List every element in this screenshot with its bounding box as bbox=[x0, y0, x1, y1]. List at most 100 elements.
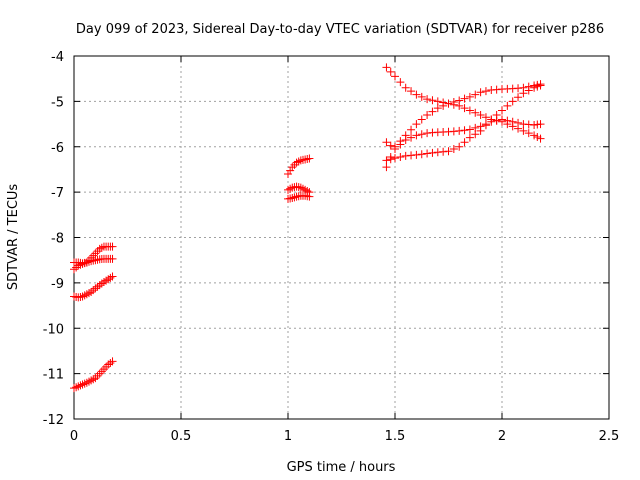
y-axis-label: SDTVAR / TECUs bbox=[6, 184, 21, 291]
data-point bbox=[476, 126, 485, 135]
x-tick-label: 0.5 bbox=[171, 429, 192, 444]
x-axis-label: GPS time / hours bbox=[287, 460, 396, 475]
data-point bbox=[423, 110, 432, 119]
data-point bbox=[108, 357, 117, 366]
data-point bbox=[382, 163, 391, 172]
data-point bbox=[108, 272, 117, 281]
data-point bbox=[84, 377, 93, 386]
data-point bbox=[444, 99, 453, 108]
data-point bbox=[74, 382, 83, 391]
data-point bbox=[519, 126, 528, 135]
data-point bbox=[524, 86, 533, 95]
data-point bbox=[292, 158, 301, 167]
data-point bbox=[412, 131, 421, 140]
data-point bbox=[391, 145, 399, 154]
data-point bbox=[455, 126, 464, 135]
data-point bbox=[465, 92, 474, 101]
data-point bbox=[460, 104, 469, 113]
data-point bbox=[99, 277, 108, 286]
data-point bbox=[87, 376, 96, 385]
data-point bbox=[417, 92, 426, 101]
data-point bbox=[305, 154, 314, 163]
data-point bbox=[93, 247, 102, 256]
data-point bbox=[481, 121, 490, 130]
data-point bbox=[533, 82, 542, 91]
x-tick-label: 2 bbox=[498, 429, 506, 444]
data-point bbox=[84, 289, 93, 298]
data-point bbox=[536, 81, 545, 90]
data-track-11 bbox=[382, 81, 545, 165]
data-point bbox=[423, 149, 432, 158]
data-point bbox=[95, 369, 104, 378]
data-point bbox=[514, 118, 523, 127]
data-point bbox=[80, 291, 89, 300]
data-track-3 bbox=[70, 272, 117, 302]
data-point bbox=[284, 185, 292, 194]
data-point bbox=[298, 184, 307, 193]
data-point bbox=[284, 169, 292, 178]
data-track-10 bbox=[382, 115, 545, 154]
data-point bbox=[99, 365, 108, 374]
data-point bbox=[82, 378, 91, 387]
data-point bbox=[465, 125, 474, 134]
data-point bbox=[530, 131, 539, 140]
data-point bbox=[80, 379, 89, 388]
data-point bbox=[503, 116, 512, 125]
data-point bbox=[524, 129, 533, 138]
data-track-4 bbox=[70, 357, 117, 393]
y-tick-label: -6 bbox=[51, 141, 64, 156]
data-point bbox=[503, 101, 512, 110]
data-point bbox=[70, 265, 78, 274]
data-point bbox=[396, 152, 405, 161]
data-point bbox=[382, 63, 391, 72]
data-point bbox=[70, 384, 78, 393]
data-point bbox=[508, 97, 517, 106]
data-point bbox=[407, 133, 416, 142]
data-point bbox=[407, 87, 416, 96]
data-point bbox=[288, 163, 297, 172]
data-point bbox=[91, 249, 100, 258]
data-point bbox=[471, 90, 480, 99]
data-point bbox=[471, 108, 480, 117]
data-point bbox=[396, 78, 405, 87]
data-point bbox=[87, 287, 96, 296]
data-point bbox=[91, 374, 100, 383]
data-point bbox=[290, 193, 299, 202]
data-point bbox=[89, 286, 98, 295]
data-point bbox=[296, 183, 305, 192]
chart-title: Day 099 of 2023, Sidereal Day-to-day VTE… bbox=[76, 22, 604, 37]
data-point bbox=[106, 273, 115, 282]
data-point bbox=[82, 258, 91, 267]
data-point bbox=[78, 380, 87, 389]
data-point bbox=[108, 242, 117, 251]
data-point bbox=[476, 88, 485, 97]
data-point bbox=[455, 96, 464, 105]
data-point bbox=[104, 275, 113, 284]
data-point bbox=[417, 115, 426, 124]
data-point bbox=[89, 375, 98, 384]
data-point bbox=[417, 130, 426, 139]
data-point bbox=[97, 243, 106, 252]
data-point bbox=[108, 254, 117, 263]
data-point bbox=[288, 194, 297, 203]
data-point bbox=[465, 133, 474, 142]
data-point bbox=[433, 104, 442, 113]
y-tick-label: -7 bbox=[51, 186, 64, 201]
y-tick-label: -11 bbox=[43, 368, 64, 383]
x-tick-label: 1.5 bbox=[385, 429, 406, 444]
y-tick-label: -4 bbox=[51, 50, 64, 65]
data-point bbox=[106, 358, 115, 367]
data-point bbox=[305, 192, 314, 201]
data-point bbox=[91, 284, 100, 293]
data-point bbox=[439, 101, 448, 110]
data-point bbox=[423, 95, 432, 104]
data-point bbox=[428, 148, 437, 157]
data-point bbox=[417, 150, 426, 159]
data-point bbox=[481, 87, 490, 96]
data-point bbox=[471, 130, 480, 139]
data-track-5 bbox=[284, 154, 314, 178]
data-point bbox=[396, 140, 405, 149]
data-point bbox=[498, 106, 506, 115]
y-tick-label: -9 bbox=[51, 277, 64, 292]
